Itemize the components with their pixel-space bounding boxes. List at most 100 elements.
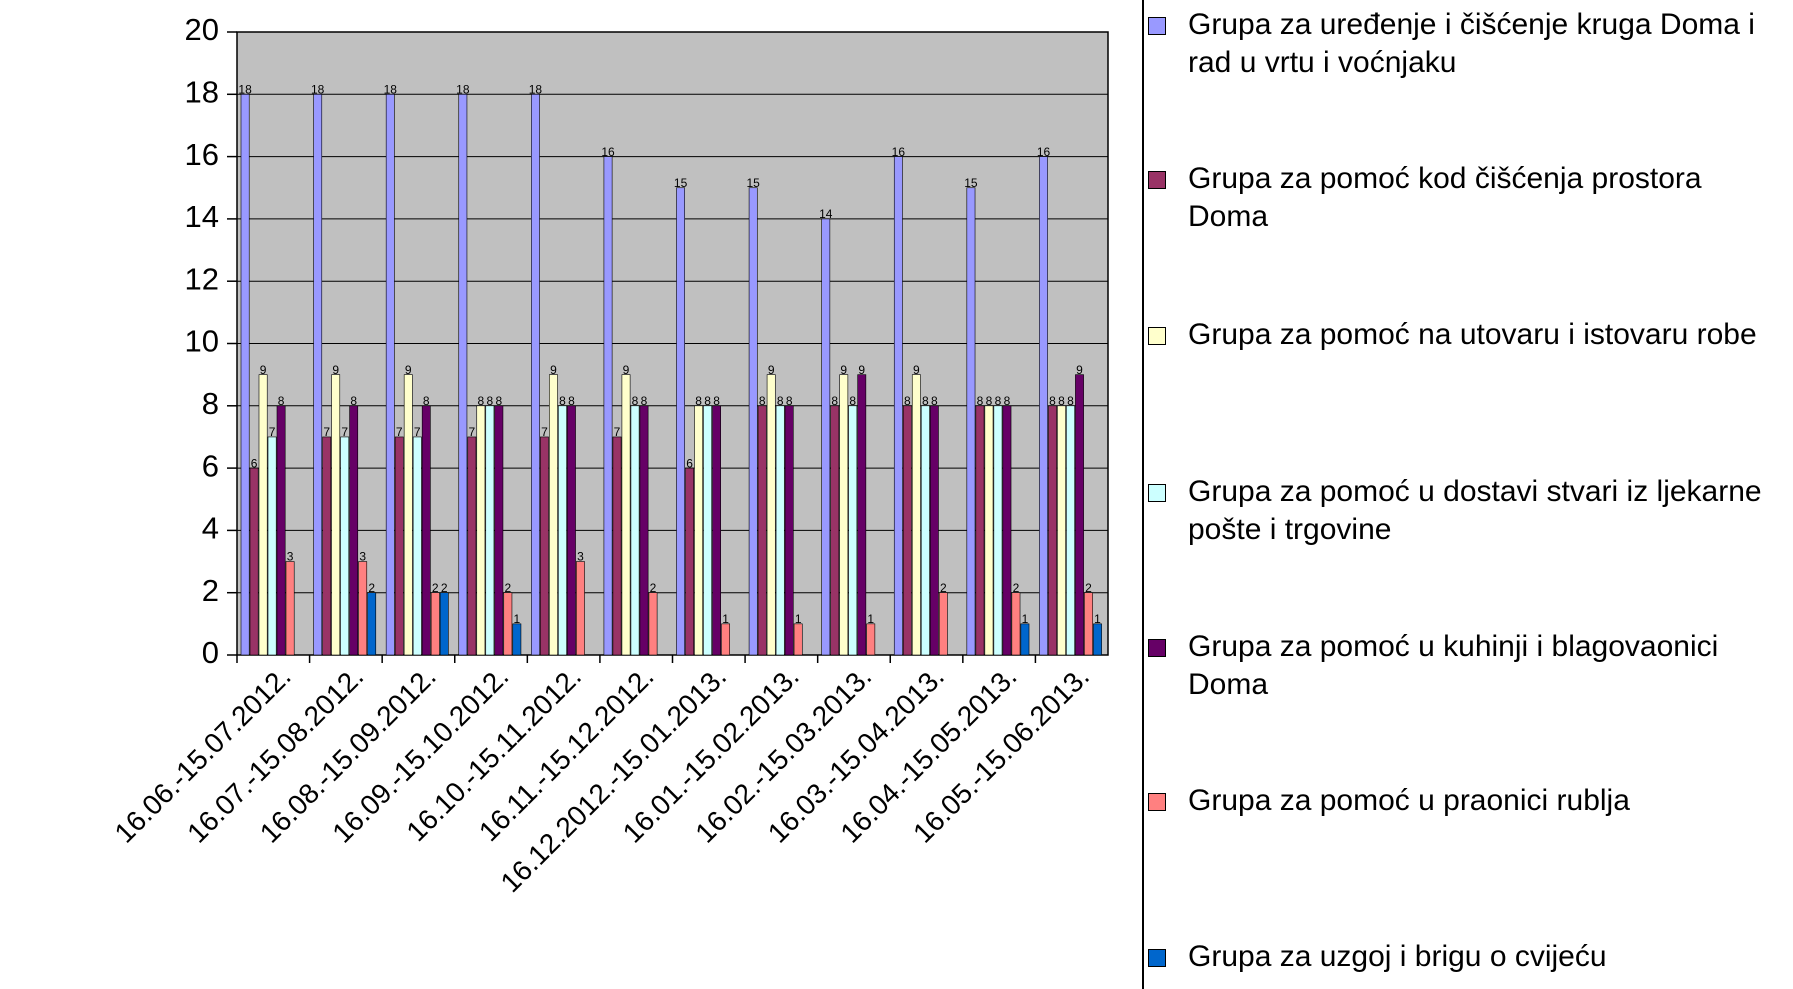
legend-label: Grupa za pomoć u kuhinji i blagovaonici … [1188, 630, 1719, 701]
data-label: 8 [786, 394, 793, 408]
bar [848, 405, 858, 656]
bar [276, 405, 286, 656]
bar [458, 94, 468, 656]
bar [394, 436, 404, 656]
data-label: 8 [559, 394, 566, 408]
data-label: 8 [1058, 394, 1065, 408]
bar [331, 374, 341, 656]
bar [621, 374, 631, 656]
data-label: 7 [614, 425, 621, 439]
data-label: 8 [487, 394, 494, 408]
bar [1011, 592, 1021, 656]
data-label: 7 [469, 425, 476, 439]
data-label: 8 [995, 394, 1002, 408]
data-label: 2 [1085, 581, 1092, 595]
bar [966, 187, 976, 656]
bar [540, 436, 549, 656]
bar [349, 405, 359, 656]
data-label: 6 [251, 456, 258, 470]
legend-label: Grupa za pomoć u praonici rublja [1188, 784, 1630, 817]
bar [1075, 374, 1084, 656]
data-label: 8 [496, 394, 503, 408]
bar [612, 436, 622, 656]
legend-swatch [1148, 171, 1166, 189]
bar [676, 187, 685, 656]
data-label: 7 [341, 425, 348, 439]
data-label: 8 [1049, 394, 1056, 408]
data-label: 16 [892, 145, 906, 159]
data-label: 8 [704, 394, 711, 408]
data-label: 9 [260, 363, 267, 377]
bar [603, 156, 613, 656]
data-label: 2 [505, 581, 512, 595]
data-label: 15 [747, 176, 761, 190]
bar [893, 156, 903, 656]
bar [313, 94, 323, 656]
y-tick-label: 6 [202, 448, 219, 483]
data-label: 8 [278, 394, 285, 408]
data-label: 9 [405, 363, 412, 377]
bar [911, 374, 921, 656]
data-label: 8 [695, 394, 702, 408]
data-label: 8 [1067, 394, 1074, 408]
data-label: 8 [986, 394, 993, 408]
bar [694, 405, 703, 656]
y-tick-label: 10 [185, 324, 219, 359]
bar [403, 374, 413, 656]
bar [249, 467, 259, 656]
data-label: 3 [577, 550, 584, 564]
data-label: 8 [759, 394, 766, 408]
data-label: 2 [940, 581, 947, 595]
bar [839, 374, 849, 656]
data-label: 9 [840, 363, 847, 377]
bar [558, 405, 567, 656]
bar [503, 592, 513, 656]
data-label: 18 [311, 82, 325, 96]
bar [721, 623, 730, 656]
bar [240, 94, 250, 656]
data-label: 1 [867, 612, 874, 626]
data-label: 1 [722, 612, 729, 626]
data-label: 8 [632, 394, 639, 408]
data-label: 2 [432, 581, 439, 595]
data-label: 15 [964, 176, 978, 190]
bar [766, 374, 776, 656]
y-tick-label: 0 [202, 635, 219, 670]
bar [630, 405, 640, 656]
data-label: 14 [819, 207, 833, 221]
bar [639, 405, 649, 656]
data-label: 9 [332, 363, 339, 377]
y-tick-label: 14 [185, 199, 219, 234]
data-label: 8 [568, 394, 575, 408]
data-label: 8 [478, 394, 485, 408]
bar [857, 374, 867, 656]
y-tick-label: 20 [185, 12, 219, 47]
data-label: 8 [931, 394, 938, 408]
data-label: 18 [529, 82, 543, 96]
bar [439, 592, 449, 656]
data-label: 8 [777, 394, 784, 408]
bar [993, 405, 1003, 656]
data-label: 7 [414, 425, 421, 439]
bar [703, 405, 712, 656]
bar [685, 467, 694, 656]
bar [576, 561, 585, 656]
data-label: 1 [795, 612, 802, 626]
bar [1002, 405, 1012, 656]
data-label: 8 [849, 394, 856, 408]
bar [549, 374, 558, 656]
legend-label: Grupa za uzgoj i brigu o cvijeću [1188, 940, 1607, 973]
data-label: 9 [768, 363, 775, 377]
data-label: 2 [368, 581, 375, 595]
data-label: 8 [904, 394, 911, 408]
legend-swatch [1148, 949, 1166, 967]
data-label: 16 [601, 145, 615, 159]
data-label: 6 [686, 456, 693, 470]
bar [830, 405, 840, 656]
bar [367, 592, 377, 656]
data-label: 7 [396, 425, 403, 439]
bar [340, 436, 350, 656]
legend-label: Grupa za pomoć u dostavi stvari iz ljeka… [1188, 475, 1762, 546]
legend-label: Grupa za uređenje i čišćenje kruga Doma … [1188, 8, 1755, 79]
